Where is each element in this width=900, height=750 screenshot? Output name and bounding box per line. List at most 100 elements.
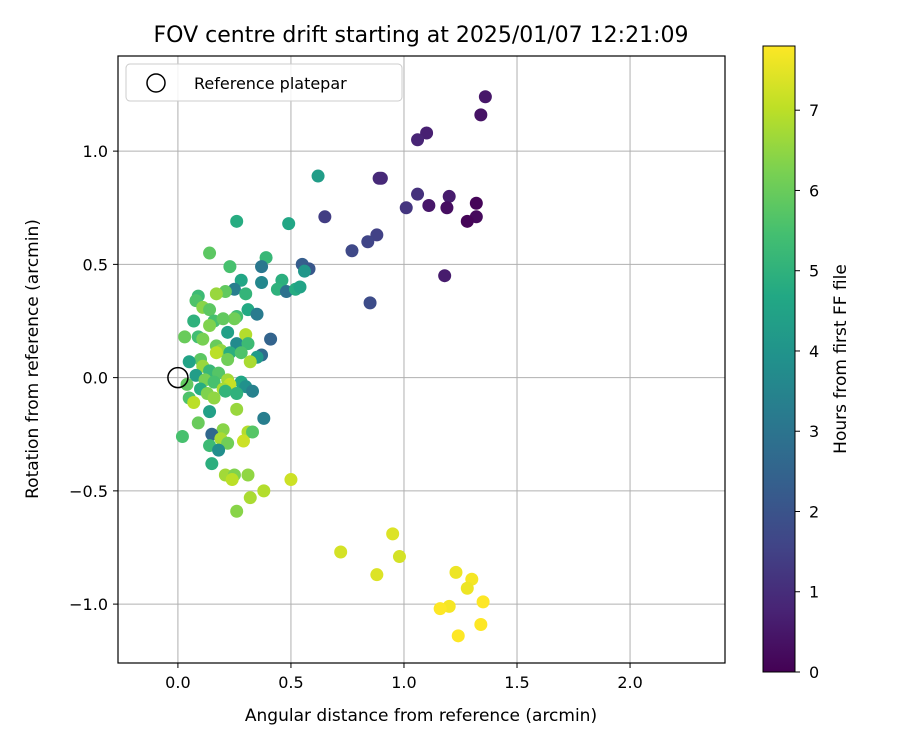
data-point [438,269,452,283]
data-point [207,391,221,405]
data-point [230,386,244,400]
colorbar-tick-label: 4 [809,342,819,361]
data-point [264,332,278,346]
data-point [478,90,492,104]
data-point [311,169,325,183]
x-axis-label: Angular distance from reference (arcmin) [245,706,597,726]
colorbar-label: Hours from first FF file [831,264,851,454]
x-tick-label: 0.0 [165,673,190,692]
data-point [243,491,257,505]
data-point [334,545,348,559]
data-point [361,235,375,249]
x-tick-label: 2.0 [617,673,642,692]
y-axis-ticks: −1.0 −0.5 0.0 0.5 1.0 [69,142,118,614]
data-point [440,201,454,215]
plot-frame [117,55,726,664]
data-point [363,296,377,310]
data-point [386,527,400,541]
chart-title: FOV centre drift starting at 2025/01/07 … [154,23,689,48]
data-point [212,443,226,457]
data-point [411,187,425,201]
data-point [209,287,223,301]
data-point [460,581,474,595]
colorbar: 0 1 2 3 4 5 6 7 Hours from first FF file [762,45,851,682]
data-point [221,353,235,366]
colorbar-tick-label: 2 [809,502,819,521]
data-point [203,405,217,419]
y-tick-label: −1.0 [69,595,108,614]
legend: Reference platepar [125,63,403,102]
data-point [255,260,269,274]
data-points [175,90,492,643]
data-point [469,196,483,210]
data-point [182,355,196,369]
data-point [392,550,406,564]
data-point [196,332,210,346]
data-point [207,375,221,389]
data-point [178,330,192,344]
data-point [433,602,447,616]
data-point [230,504,244,518]
colorbar-tick-label: 6 [809,181,819,200]
legend-box [125,63,403,102]
legend-marker [146,73,166,93]
data-point [284,473,298,487]
data-point [282,217,296,231]
y-tick-label: −0.5 [69,482,108,501]
data-point [370,228,384,242]
x-tick-label: 1.0 [391,673,416,692]
data-point [243,355,257,369]
data-point [241,468,255,482]
data-point [476,595,490,609]
data-point [474,617,488,631]
data-point [205,457,219,471]
data-point [203,319,217,333]
colorbar-ticks: 0 1 2 3 4 5 6 7 [795,101,819,682]
x-axis-ticks: 0.0 0.5 1.0 1.5 2.0 [165,663,643,692]
data-point [225,473,239,487]
reference-marker [167,366,189,389]
data-point [474,108,488,122]
y-tick-label: 0.5 [83,255,108,274]
data-point [187,396,201,410]
data-point [255,275,269,289]
data-point [318,210,332,224]
grid-lines [118,56,725,663]
data-point [442,189,456,203]
colorbar-gradient [762,45,796,673]
y-axis-label: Rotation from reference (arcmin) [23,219,43,499]
data-point [399,201,413,215]
data-point [203,303,217,317]
data-point [449,565,463,579]
data-point [411,133,425,147]
data-point [175,430,189,444]
data-point [422,198,436,212]
data-point [227,312,241,326]
data-point [345,244,359,258]
y-tick-label: 1.0 [83,142,108,161]
colorbar-tick-label: 1 [809,583,819,602]
data-point [230,402,244,416]
data-point [257,484,271,498]
data-point [239,287,253,301]
y-tick-label: 0.0 [83,369,108,388]
data-point [241,337,255,351]
data-point [203,246,217,260]
data-point [191,416,205,430]
data-point [460,214,474,228]
data-point [221,325,235,339]
data-point [216,312,230,326]
data-point [420,126,434,140]
data-point [257,411,271,425]
legend-label: Reference platepar [194,74,347,93]
data-point [370,568,384,582]
data-point [246,425,260,439]
data-point [293,280,307,294]
data-point [250,307,264,321]
data-point [218,384,232,398]
data-point [451,629,465,643]
x-tick-label: 0.5 [278,673,303,692]
data-point [221,436,235,450]
colorbar-tick-label: 5 [809,262,819,281]
